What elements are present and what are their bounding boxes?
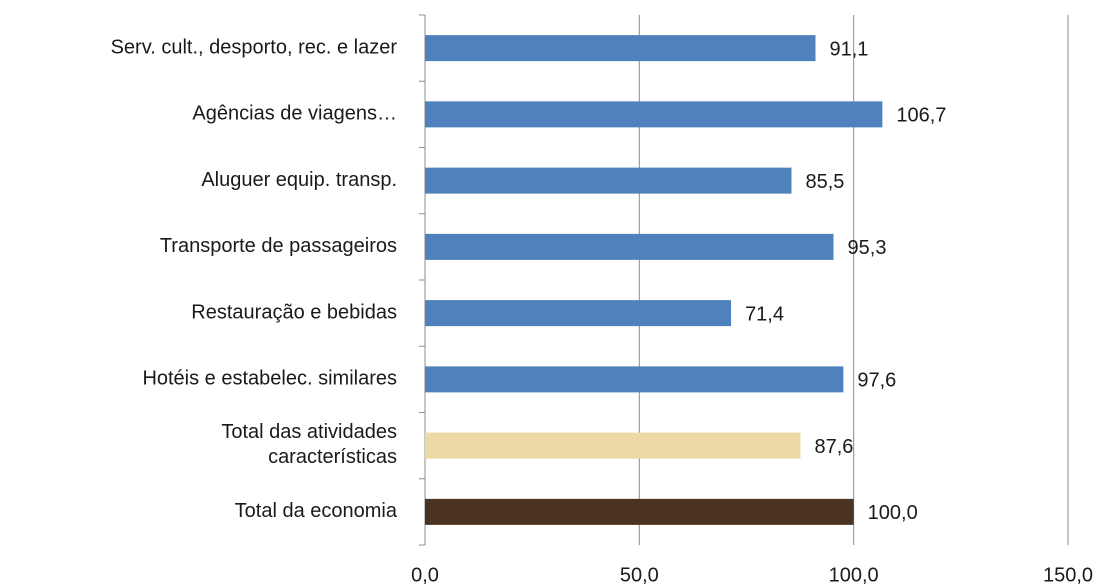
value-label: 91,1 bbox=[830, 38, 869, 60]
value-label: 71,4 bbox=[745, 303, 784, 325]
bar bbox=[425, 498, 854, 525]
y-tick-label: Total das atividades características bbox=[221, 421, 397, 468]
bar bbox=[425, 167, 792, 194]
y-tick-label: Hotéis e estabelec. similares bbox=[142, 368, 397, 390]
y-tick-label: Agências de viagens… bbox=[192, 103, 397, 125]
value-label: 106,7 bbox=[896, 105, 946, 127]
bar bbox=[425, 101, 883, 128]
value-label: 85,5 bbox=[806, 171, 845, 193]
x-tick-label: 150,0 bbox=[1043, 564, 1093, 586]
y-tick-label: Serv. cult., desporto, rec. e lazer bbox=[111, 36, 398, 58]
x-tick-label: 100,0 bbox=[829, 564, 879, 586]
bar bbox=[425, 432, 801, 459]
x-tick-label: 50,0 bbox=[620, 564, 659, 586]
value-label: 95,3 bbox=[848, 237, 887, 259]
bar bbox=[425, 300, 732, 327]
bar bbox=[425, 233, 834, 260]
bar bbox=[425, 35, 816, 62]
value-label: 87,6 bbox=[815, 436, 854, 458]
value-label: 97,6 bbox=[857, 370, 896, 392]
bar bbox=[425, 366, 844, 393]
y-tick-label: Aluguer equip. transp. bbox=[201, 169, 397, 191]
x-tick-label: 0,0 bbox=[411, 564, 439, 586]
y-tick-label: Transporte de passageiros bbox=[160, 235, 397, 257]
y-tick-label: Total da economia bbox=[235, 500, 398, 522]
y-tick-label: Restauração e bebidas bbox=[191, 301, 397, 323]
value-label: 100,0 bbox=[868, 502, 918, 524]
